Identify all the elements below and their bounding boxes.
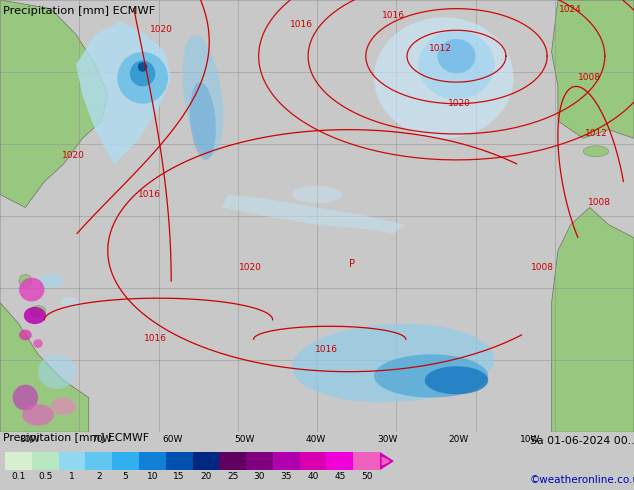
Bar	[58, 452, 86, 470]
Ellipse shape	[19, 274, 32, 288]
Text: 50W: 50W	[234, 435, 254, 444]
Ellipse shape	[60, 297, 79, 308]
Text: 1008: 1008	[578, 73, 601, 82]
Text: 1016: 1016	[138, 190, 160, 198]
Text: 15: 15	[173, 472, 185, 481]
Text: 40: 40	[307, 472, 319, 481]
Ellipse shape	[374, 17, 514, 138]
Ellipse shape	[190, 82, 216, 160]
Polygon shape	[0, 0, 108, 207]
Ellipse shape	[19, 330, 32, 341]
Ellipse shape	[30, 306, 46, 317]
Text: 30: 30	[254, 472, 265, 481]
Ellipse shape	[583, 146, 609, 157]
Ellipse shape	[38, 274, 63, 288]
Bar	[353, 452, 380, 470]
Bar	[327, 452, 353, 470]
Ellipse shape	[117, 52, 168, 104]
Text: 25: 25	[227, 472, 238, 481]
Text: 1020: 1020	[239, 263, 262, 272]
Text: 1012: 1012	[585, 129, 607, 138]
Text: 45: 45	[334, 472, 346, 481]
Ellipse shape	[38, 354, 76, 389]
Text: 0.5: 0.5	[38, 472, 53, 481]
Polygon shape	[552, 0, 634, 138]
Ellipse shape	[292, 324, 495, 402]
Bar	[300, 452, 327, 470]
Text: P: P	[349, 259, 355, 269]
Ellipse shape	[138, 62, 147, 72]
Text: 1020: 1020	[150, 25, 173, 34]
Text: 1016: 1016	[290, 20, 313, 29]
Text: 35: 35	[280, 472, 292, 481]
Text: 1012: 1012	[429, 44, 452, 53]
Ellipse shape	[19, 278, 44, 301]
Text: 2: 2	[96, 472, 101, 481]
Text: 40W: 40W	[306, 435, 326, 444]
Ellipse shape	[130, 60, 155, 86]
Text: 20W: 20W	[448, 435, 469, 444]
Ellipse shape	[24, 307, 46, 324]
Bar	[246, 452, 273, 470]
Ellipse shape	[292, 186, 342, 203]
Bar	[193, 452, 219, 470]
Text: Precipitation [mm] ECMWF: Precipitation [mm] ECMWF	[3, 433, 149, 443]
Bar	[273, 452, 300, 470]
Text: 1020: 1020	[61, 151, 84, 160]
Polygon shape	[380, 452, 394, 470]
Bar	[86, 452, 112, 470]
Ellipse shape	[418, 30, 495, 99]
Bar	[219, 452, 246, 470]
Text: 1008: 1008	[588, 198, 611, 207]
Text: 1016: 1016	[382, 11, 404, 20]
Polygon shape	[76, 22, 171, 164]
Text: 1: 1	[69, 472, 75, 481]
Text: 0.1: 0.1	[11, 472, 25, 481]
Polygon shape	[552, 207, 634, 432]
Text: 5: 5	[122, 472, 129, 481]
Text: 10: 10	[146, 472, 158, 481]
Text: 1016: 1016	[315, 345, 338, 354]
Text: 30W: 30W	[377, 435, 398, 444]
Ellipse shape	[374, 354, 488, 397]
Ellipse shape	[22, 404, 54, 426]
Text: 70W: 70W	[91, 435, 112, 444]
Text: ©weatheronline.co.uk: ©weatheronline.co.uk	[530, 475, 634, 485]
Ellipse shape	[437, 39, 476, 74]
Text: 80W: 80W	[20, 435, 40, 444]
Text: 10W: 10W	[520, 435, 540, 444]
Text: 20: 20	[200, 472, 212, 481]
Text: 1020: 1020	[448, 99, 471, 108]
Text: Precipitation [mm] ECMWF: Precipitation [mm] ECMWF	[3, 6, 155, 17]
Bar	[165, 452, 193, 470]
Bar	[5, 452, 32, 470]
Text: 60W: 60W	[163, 435, 183, 444]
Text: 1024: 1024	[559, 5, 582, 14]
Ellipse shape	[33, 339, 43, 348]
Polygon shape	[222, 195, 406, 233]
Bar	[139, 452, 165, 470]
Bar	[32, 452, 58, 470]
Ellipse shape	[183, 35, 223, 155]
Ellipse shape	[51, 397, 76, 415]
Text: 1016: 1016	[144, 334, 167, 343]
Bar	[112, 452, 139, 470]
Polygon shape	[0, 302, 89, 432]
Ellipse shape	[13, 385, 38, 411]
Text: 1008: 1008	[531, 263, 553, 272]
Text: Sa 01-06-2024 00..03 UTC (00+99): Sa 01-06-2024 00..03 UTC (00+99)	[530, 435, 634, 445]
Text: 50: 50	[361, 472, 372, 481]
Ellipse shape	[425, 366, 488, 394]
